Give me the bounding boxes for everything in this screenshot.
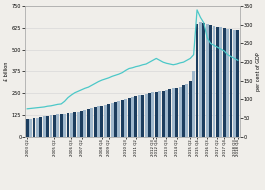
Bar	[43, 116, 46, 137]
Bar	[117, 101, 120, 137]
Bar	[229, 29, 232, 137]
Bar	[60, 114, 63, 137]
Bar	[138, 95, 141, 137]
Bar	[90, 108, 93, 137]
Bar	[162, 91, 165, 137]
Bar	[114, 102, 117, 137]
Bar	[209, 25, 212, 137]
Bar	[192, 71, 195, 137]
Bar	[80, 111, 83, 137]
Bar	[233, 30, 236, 137]
Bar	[202, 23, 205, 137]
Bar	[97, 106, 100, 137]
Bar	[77, 112, 80, 137]
Bar	[134, 96, 137, 137]
Bar	[199, 22, 202, 137]
Bar	[189, 81, 192, 137]
Bar	[175, 88, 178, 137]
Bar	[196, 24, 198, 137]
Bar	[158, 91, 161, 137]
Bar	[50, 115, 52, 137]
Bar	[53, 115, 56, 137]
Bar	[216, 27, 219, 137]
Bar	[70, 113, 73, 137]
Bar	[63, 114, 66, 137]
Bar	[223, 28, 226, 137]
Bar	[100, 106, 103, 137]
Bar	[141, 95, 144, 137]
Bar	[169, 89, 171, 137]
Bar	[206, 25, 209, 137]
Y-axis label: per cent of GDP: per cent of GDP	[256, 52, 261, 91]
Bar	[219, 27, 222, 137]
Bar	[131, 97, 134, 137]
Bar	[104, 105, 107, 137]
Bar	[107, 104, 110, 137]
Bar	[36, 118, 39, 137]
Bar	[145, 94, 148, 137]
Bar	[39, 117, 42, 137]
Bar	[67, 113, 69, 137]
Bar	[179, 87, 182, 137]
Bar	[172, 88, 175, 137]
Bar	[29, 119, 32, 137]
Bar	[151, 92, 154, 137]
Bar	[56, 114, 59, 137]
Bar	[83, 110, 86, 137]
Bar	[124, 99, 127, 137]
Bar	[182, 86, 185, 137]
Bar	[186, 84, 188, 137]
Bar	[128, 98, 131, 137]
Bar	[213, 26, 215, 137]
Bar	[226, 29, 229, 137]
Bar	[121, 100, 124, 137]
Bar	[165, 90, 168, 137]
Bar	[26, 119, 29, 137]
Bar	[155, 92, 158, 137]
Bar	[46, 116, 49, 137]
Bar	[111, 103, 114, 137]
Y-axis label: £ billion: £ billion	[4, 62, 9, 81]
Bar	[148, 93, 151, 137]
Bar	[94, 107, 96, 137]
Bar	[73, 112, 76, 137]
Bar	[236, 30, 239, 137]
Bar	[87, 108, 90, 137]
Bar	[33, 118, 36, 137]
